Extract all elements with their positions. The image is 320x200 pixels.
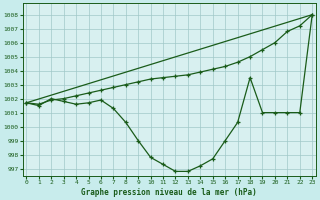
X-axis label: Graphe pression niveau de la mer (hPa): Graphe pression niveau de la mer (hPa)	[81, 188, 257, 197]
